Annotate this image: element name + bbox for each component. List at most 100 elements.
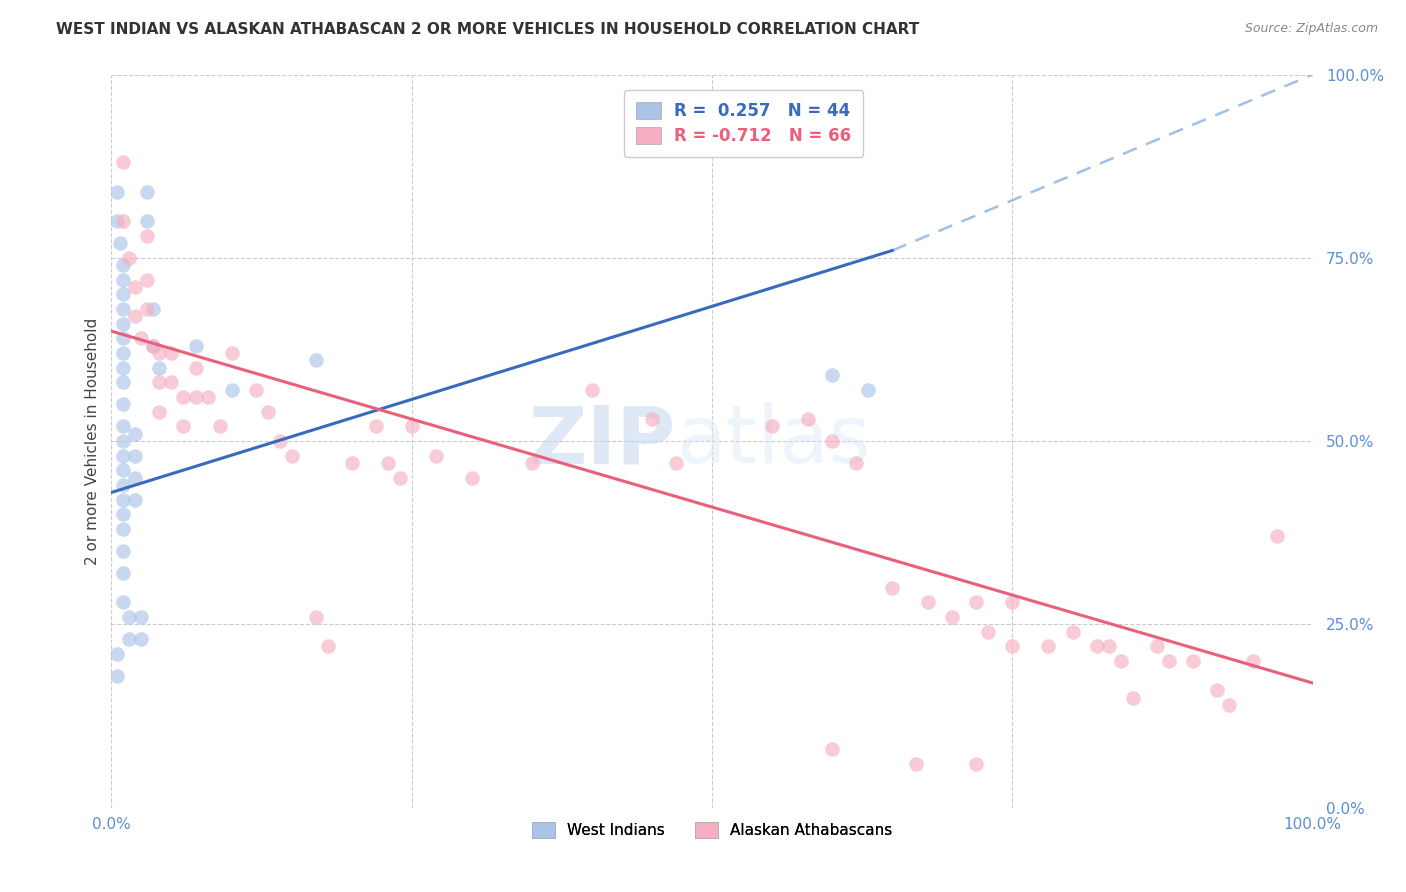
Point <box>1122 690 1144 705</box>
Point <box>184 339 207 353</box>
Point <box>221 346 243 360</box>
Point <box>136 228 159 243</box>
Point <box>112 331 135 345</box>
Point <box>821 368 844 383</box>
Point <box>1146 640 1168 654</box>
Point <box>941 610 963 624</box>
Point <box>124 280 146 294</box>
Point <box>256 405 278 419</box>
Point <box>136 214 159 228</box>
Point <box>917 595 939 609</box>
Point <box>401 419 423 434</box>
Point <box>1062 624 1084 639</box>
Point <box>761 419 783 434</box>
Point <box>142 339 165 353</box>
Point <box>1097 640 1119 654</box>
Point <box>112 508 135 522</box>
Point <box>112 360 135 375</box>
Point <box>131 632 153 646</box>
Point <box>112 258 135 272</box>
Point <box>107 669 129 683</box>
Point <box>845 456 868 470</box>
Point <box>1265 529 1288 543</box>
Point <box>269 434 291 449</box>
Point <box>118 632 141 646</box>
Point <box>131 331 153 345</box>
Point <box>136 185 159 199</box>
Point <box>425 449 447 463</box>
Point <box>107 185 129 199</box>
Point <box>280 449 302 463</box>
Point <box>1038 640 1060 654</box>
Point <box>1181 654 1204 668</box>
Point <box>124 492 146 507</box>
Point <box>148 405 170 419</box>
Point <box>221 383 243 397</box>
Point <box>160 376 183 390</box>
Point <box>858 383 880 397</box>
Point <box>112 522 135 536</box>
Point <box>112 273 135 287</box>
Point <box>112 492 135 507</box>
Point <box>136 302 159 317</box>
Point <box>1218 698 1240 712</box>
Point <box>581 383 603 397</box>
Point <box>377 456 399 470</box>
Point <box>965 756 987 771</box>
Point <box>108 236 131 251</box>
Point <box>112 434 135 449</box>
Point <box>641 412 664 426</box>
Point <box>112 376 135 390</box>
Point <box>1085 640 1108 654</box>
Point <box>118 610 141 624</box>
Point <box>112 449 135 463</box>
Text: WEST INDIAN VS ALASKAN ATHABASCAN 2 OR MORE VEHICLES IN HOUSEHOLD CORRELATION CH: WEST INDIAN VS ALASKAN ATHABASCAN 2 OR M… <box>56 22 920 37</box>
Point <box>112 478 135 492</box>
Point <box>124 471 146 485</box>
Point <box>118 251 141 265</box>
Point <box>112 317 135 331</box>
Point <box>124 426 146 441</box>
Point <box>112 463 135 477</box>
Point <box>1109 654 1132 668</box>
Point <box>965 595 987 609</box>
Text: Source: ZipAtlas.com: Source: ZipAtlas.com <box>1244 22 1378 36</box>
Point <box>977 624 1000 639</box>
Point <box>107 647 129 661</box>
Point <box>112 595 135 609</box>
Point <box>112 397 135 411</box>
Point <box>1001 595 1024 609</box>
Point <box>184 390 207 404</box>
Point <box>1205 683 1227 698</box>
Text: ZIP: ZIP <box>529 402 676 480</box>
Point <box>107 214 129 228</box>
Point <box>245 383 267 397</box>
Point <box>364 419 387 434</box>
Point <box>112 214 135 228</box>
Point <box>173 419 195 434</box>
Point <box>304 610 326 624</box>
Point <box>112 287 135 301</box>
Point <box>821 434 844 449</box>
Point <box>1241 654 1264 668</box>
Point <box>316 640 339 654</box>
Point <box>148 346 170 360</box>
Point <box>304 353 326 368</box>
Point <box>131 610 153 624</box>
Point <box>148 376 170 390</box>
Point <box>821 742 844 756</box>
Point <box>160 346 183 360</box>
Point <box>461 471 484 485</box>
Point <box>124 310 146 324</box>
Text: atlas: atlas <box>676 402 870 480</box>
Point <box>797 412 820 426</box>
Y-axis label: 2 or more Vehicles in Household: 2 or more Vehicles in Household <box>86 318 100 565</box>
Point <box>1157 654 1180 668</box>
Legend: West Indians, Alaskan Athabascans: West Indians, Alaskan Athabascans <box>526 816 898 844</box>
Point <box>142 339 165 353</box>
Point <box>112 544 135 558</box>
Point <box>1001 640 1024 654</box>
Point <box>112 302 135 317</box>
Point <box>520 456 543 470</box>
Point <box>112 155 135 169</box>
